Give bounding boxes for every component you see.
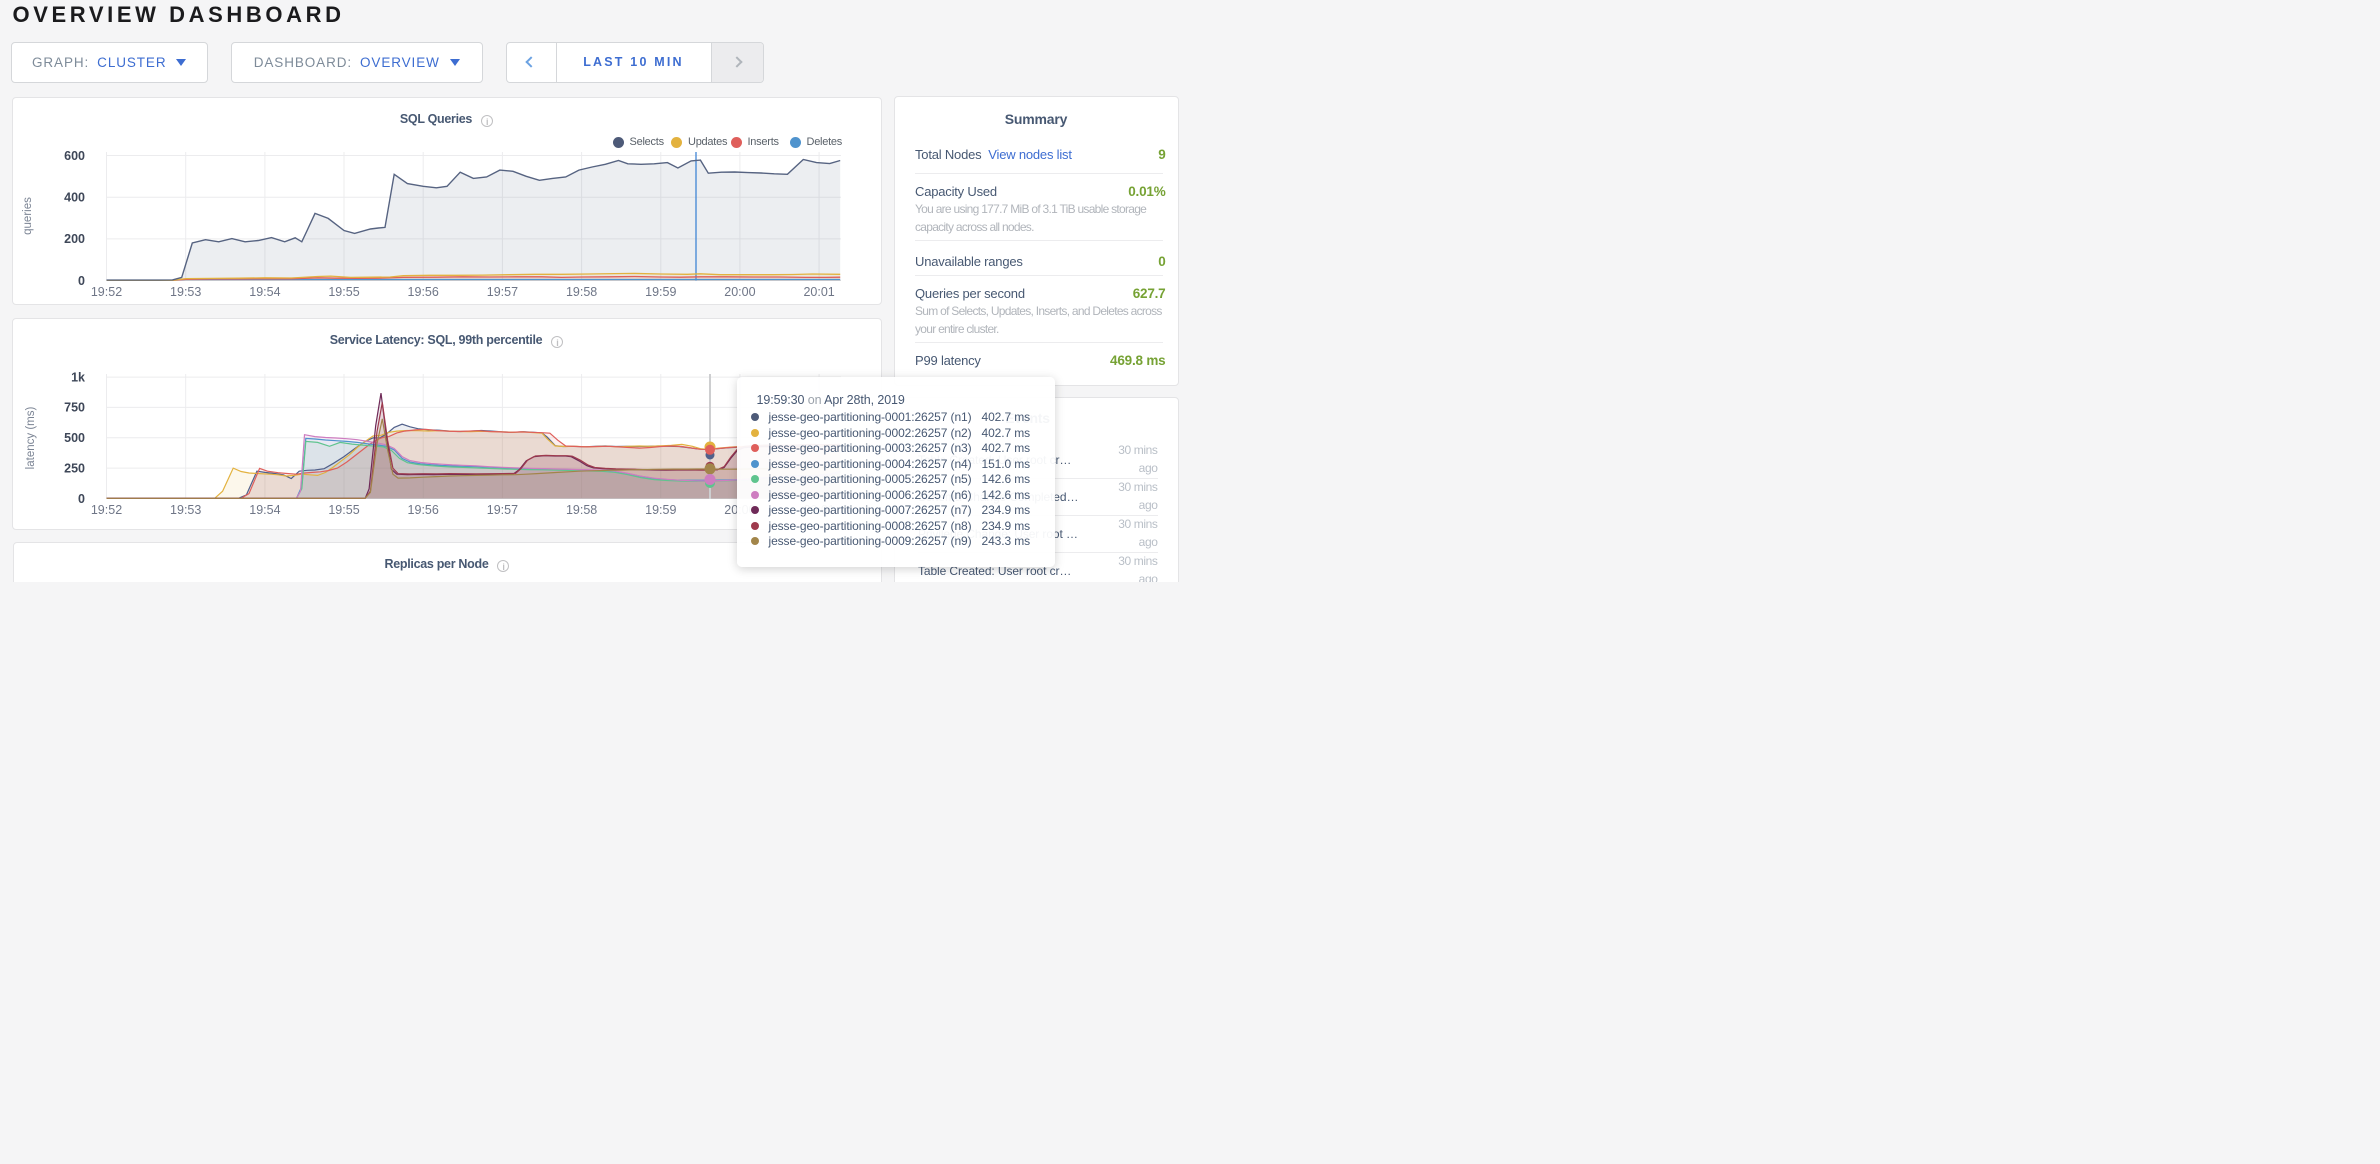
svg-text:19:54: 19:54 xyxy=(249,285,280,299)
svg-text:19:52: 19:52 xyxy=(90,503,121,517)
svg-text:250: 250 xyxy=(64,461,85,475)
svg-text:1k: 1k xyxy=(71,370,85,384)
svg-text:19:57: 19:57 xyxy=(486,503,517,517)
svg-text:19:56: 19:56 xyxy=(407,285,438,299)
svg-text:19:54: 19:54 xyxy=(249,503,280,517)
svg-text:600: 600 xyxy=(64,148,85,162)
svg-text:20:00: 20:00 xyxy=(724,285,755,299)
svg-text:750: 750 xyxy=(64,401,85,415)
svg-text:19:55: 19:55 xyxy=(328,285,359,299)
svg-text:latency (ms): latency (ms) xyxy=(25,407,37,470)
svg-text:19:56: 19:56 xyxy=(407,503,438,517)
svg-text:19:58: 19:58 xyxy=(565,503,596,517)
svg-text:19:53: 19:53 xyxy=(170,503,201,517)
svg-text:0: 0 xyxy=(78,492,85,506)
svg-text:19:57: 19:57 xyxy=(486,285,517,299)
svg-text:19:52: 19:52 xyxy=(90,285,121,299)
svg-text:19:59: 19:59 xyxy=(645,503,676,517)
svg-text:queries: queries xyxy=(22,196,34,234)
svg-text:19:55: 19:55 xyxy=(328,503,359,517)
svg-text:19:58: 19:58 xyxy=(565,285,596,299)
svg-text:20:01: 20:01 xyxy=(803,285,834,299)
svg-text:200: 200 xyxy=(64,232,85,246)
svg-text:500: 500 xyxy=(64,431,85,445)
svg-text:400: 400 xyxy=(64,190,85,204)
svg-text:19:53: 19:53 xyxy=(170,285,201,299)
svg-text:0: 0 xyxy=(78,273,85,287)
svg-text:19:59: 19:59 xyxy=(645,285,676,299)
